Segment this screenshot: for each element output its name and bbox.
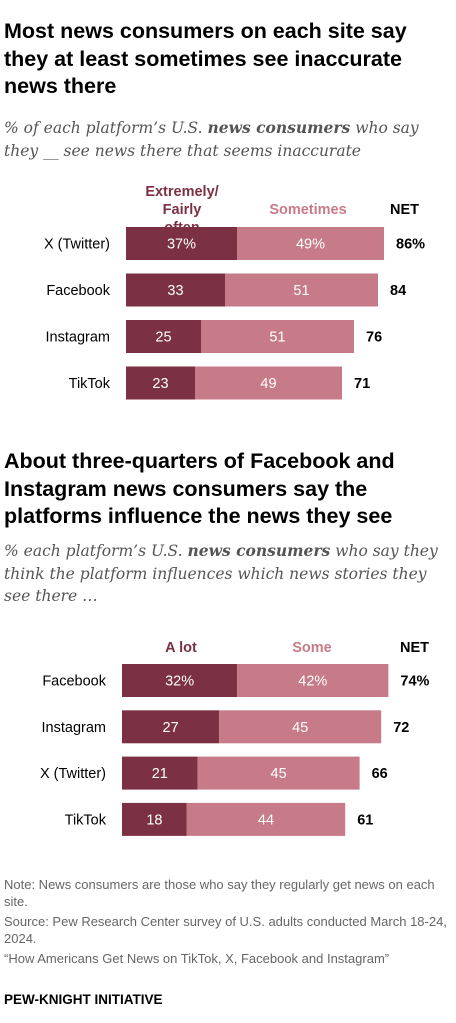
chart2-subtitle-post: who say they think the platform influenc… [4, 542, 438, 605]
chart1-legend-line: Extremely/ [145, 184, 218, 200]
chart2-bar-label: 21 [152, 766, 168, 782]
chart1-bar-label: 49 [260, 376, 276, 392]
chart1-category-label: X (Twitter) [44, 237, 110, 253]
chart1-subtitle-bold: news consumers [207, 118, 351, 137]
chart1-legend-series1: Extremely/Fairlyoften [145, 184, 218, 236]
chart2-category-label: Instagram [42, 720, 106, 736]
chart2-bar-label: 45 [292, 720, 308, 736]
chart2-bar-label: 18 [146, 812, 162, 828]
chart1-bar-label: 25 [155, 330, 171, 346]
footer-initiative: PEW-KNIGHT INITIATIVE [4, 992, 163, 1007]
chart1-subtitle: % of each platform’s U.S. news consumers… [4, 117, 452, 162]
chart1-category-label: Facebook [46, 283, 110, 299]
chart1-bar-series2 [195, 366, 342, 400]
chart2-bar-series1 [122, 710, 220, 744]
chart2-bar-series2 [237, 664, 389, 697]
chart1-title: Most news consumers on each site say the… [4, 19, 407, 98]
chart1-bar-series2 [225, 273, 378, 307]
chart1-bar-series1 [126, 273, 225, 307]
note-text: Note: News consumers are those who say t… [4, 877, 435, 909]
chart2-category-label: TikTok [65, 812, 107, 828]
chart2-net-header: NET [400, 640, 429, 656]
chart2-bar-series2 [219, 710, 382, 744]
chart1-category-label: Instagram [46, 330, 110, 346]
chart2-category-label: X (Twitter) [40, 766, 106, 782]
chart1-category-label: TikTok [69, 376, 111, 392]
chart1-bar-series2 [237, 227, 384, 260]
source-text: Source: Pew Research Center survey of U.… [4, 914, 447, 946]
chart2-subtitle: % each platform’s U.S. news consumers wh… [4, 540, 452, 608]
chart2-bar-series2 [186, 802, 346, 836]
chart1-subtitle-pre: % of each platform’s U.S. [4, 119, 208, 137]
chart2-bar-label: 27 [163, 720, 179, 736]
chart1-bar-series2 [201, 320, 354, 353]
chart1-legend-line: Fairly [163, 202, 202, 218]
chart2-bar-series1 [122, 802, 187, 836]
chart2-net-value: 72 [393, 720, 409, 736]
chart2-net-value: 74% [400, 674, 429, 690]
chart1-bar-series1 [126, 227, 237, 260]
chart1-bar-label: 49% [296, 237, 325, 253]
chart2-net-value: 66 [372, 766, 388, 782]
chart1-legend-series2: Sometimes [269, 202, 346, 218]
chart1-bar-label: 51 [293, 283, 309, 299]
chart2-bar-series1 [122, 756, 198, 790]
chart2-bar-series1 [122, 664, 238, 697]
chart1-bar-label: 51 [269, 330, 285, 346]
chart1-net-value: 71 [354, 376, 370, 392]
chart1-net-value: 76 [366, 330, 382, 346]
chart2-category-label: Facebook [42, 674, 106, 690]
chart1-net-header: NET [390, 202, 419, 218]
report-title: “How Americans Get News on TikTok, X, Fa… [4, 951, 390, 966]
chart2-title: About three-quarters of Facebook and Ins… [4, 449, 395, 528]
chart1-subtitle-post: who say they __ see news there that seem… [4, 119, 419, 160]
chart2-bar-label: 42% [298, 674, 327, 690]
chart2-bar-label: 32% [165, 674, 194, 690]
chart2-plot: A lot Some NET Facebook 32% 42% 74% Instagram 27… [40, 640, 430, 836]
chart2-bar-label: 45 [271, 766, 287, 782]
chart2-bar-label: 44 [258, 812, 274, 828]
chart2-subtitle-bold: news consumers [187, 541, 331, 560]
chart2-bar-series2 [197, 756, 360, 790]
chart1-net-value: 86% [396, 237, 425, 253]
chart2-legend-series1: A lot [165, 640, 197, 656]
chart1-bar-label: 37% [167, 237, 196, 253]
chart1-bar-series1 [126, 366, 195, 400]
chart1-plot: Extremely/Fairlyoften Sometimes NET X (Twit… [44, 184, 425, 400]
chart2-subtitle-pre: % each platform’s U.S. [4, 542, 188, 560]
chart1-bar-label: 33 [167, 283, 183, 299]
chart1-net-value: 84 [390, 283, 406, 299]
chart1-bar-series1 [126, 320, 201, 353]
chart2-net-value: 61 [357, 812, 373, 828]
chart1-bar-label: 23 [152, 376, 168, 392]
chart2-legend-series2: Some [292, 640, 332, 656]
